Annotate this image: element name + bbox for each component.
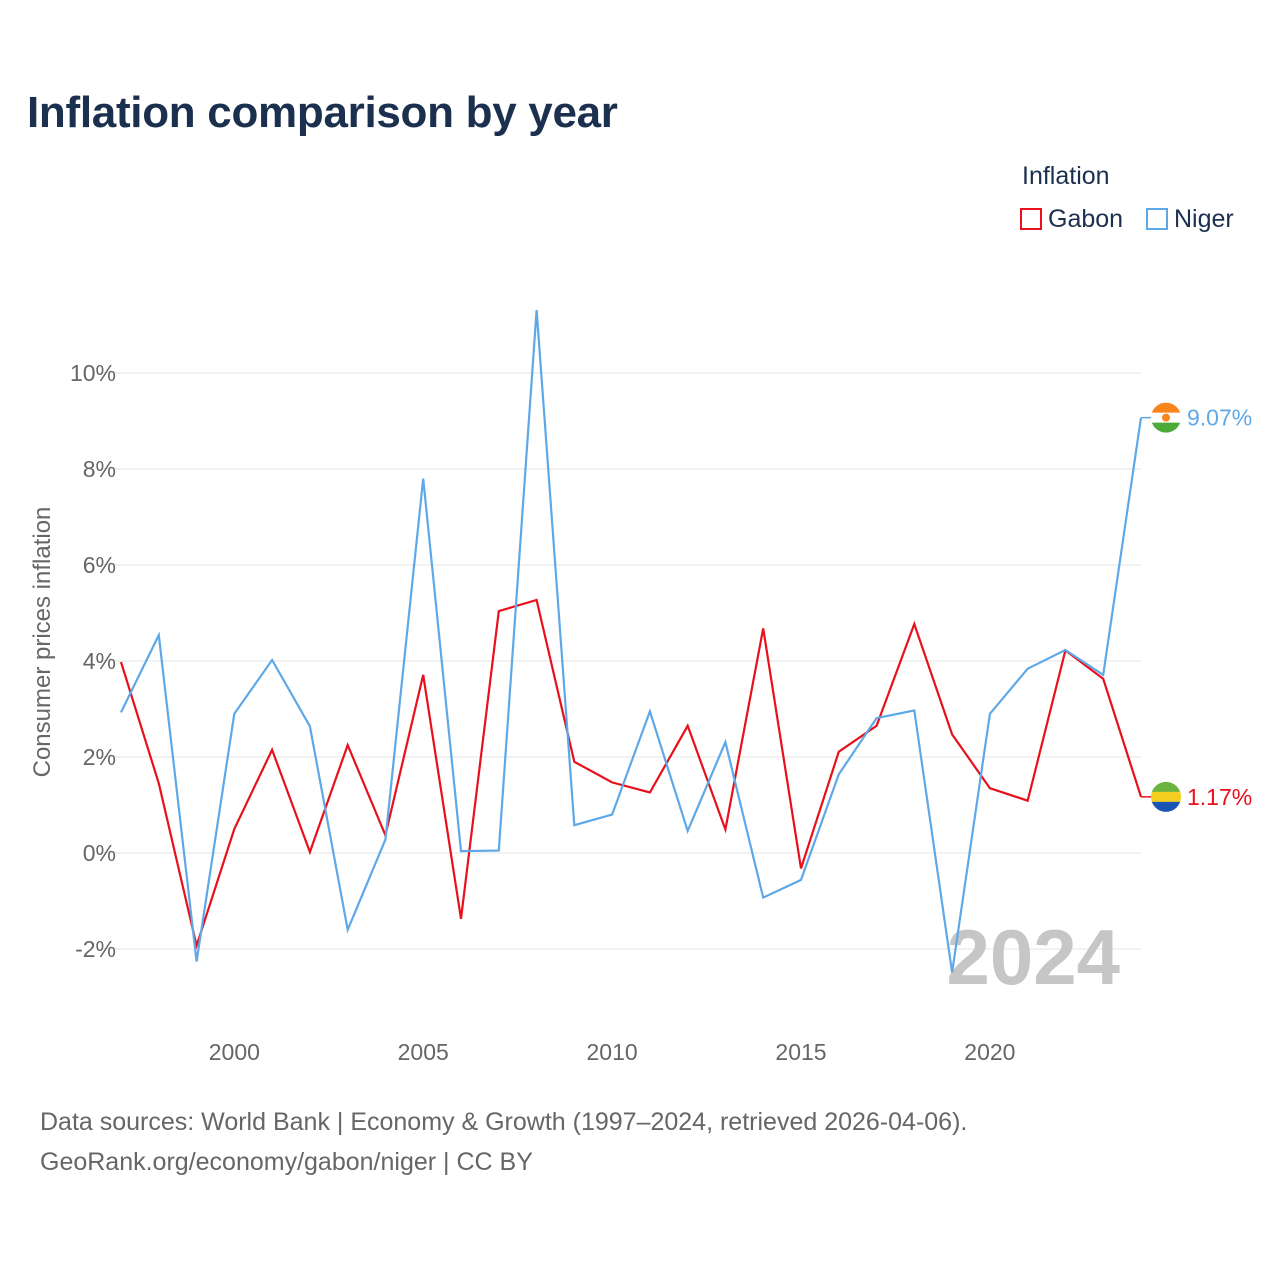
line-chart: 10% 8% 6% 4% 2% 0% -2% 2000 2005 2010 2015 2020 Co…	[29, 310, 1252, 1065]
x-axis-ticks: 2000 2005 2010 2015 2020	[209, 1039, 1016, 1065]
gridlines	[100, 372, 1141, 950]
legend-swatch-niger	[1146, 208, 1168, 230]
x-tick-label: 2020	[964, 1039, 1015, 1065]
gabon-flag-icon	[1151, 781, 1181, 812]
x-tick-label: 2015	[775, 1039, 826, 1065]
year-watermark: 2024	[946, 913, 1120, 1001]
y-axis-ticks: 10% 8% 6% 4% 2% 0% -2%	[70, 360, 116, 962]
end-value-label-niger: 9.07%	[1187, 405, 1252, 431]
chart-title: Inflation comparison by year	[27, 88, 618, 137]
niger-flag-icon	[1151, 402, 1181, 433]
end-value-label-gabon: 1.17%	[1187, 784, 1252, 810]
y-tick-label: 8%	[83, 456, 116, 482]
series-line-niger[interactable]	[120, 310, 1143, 973]
y-tick-label: 10%	[70, 360, 116, 386]
y-tick-label: -2%	[75, 936, 116, 962]
y-tick-label: 6%	[83, 552, 116, 578]
series-line-gabon[interactable]	[119, 598, 1143, 950]
footer-sources: Data sources: World Bank | Economy & Gro…	[40, 1108, 968, 1136]
footer-link[interactable]: GeoRank.org/economy/gabon/niger | CC BY	[40, 1148, 533, 1176]
legend-label-niger: Niger	[1174, 204, 1234, 233]
legend-item-gabon[interactable]: Gabon	[1020, 204, 1123, 234]
end-labels: 1.17% 9.07%	[1141, 402, 1252, 812]
y-tick-label: 4%	[83, 648, 116, 674]
legend-swatch-gabon	[1020, 208, 1042, 230]
legend-title: Inflation	[1022, 162, 1110, 190]
x-tick-label: 2010	[587, 1039, 638, 1065]
x-tick-label: 2000	[209, 1039, 260, 1065]
legend-label-gabon: Gabon	[1048, 204, 1124, 233]
y-tick-label: 2%	[83, 744, 116, 770]
y-tick-label: 0%	[83, 840, 116, 866]
x-tick-label: 2005	[398, 1039, 449, 1065]
y-axis-label: Consumer prices inflation	[29, 507, 56, 778]
legend-item-niger[interactable]: Niger	[1146, 204, 1234, 234]
series-lines	[119, 310, 1143, 973]
